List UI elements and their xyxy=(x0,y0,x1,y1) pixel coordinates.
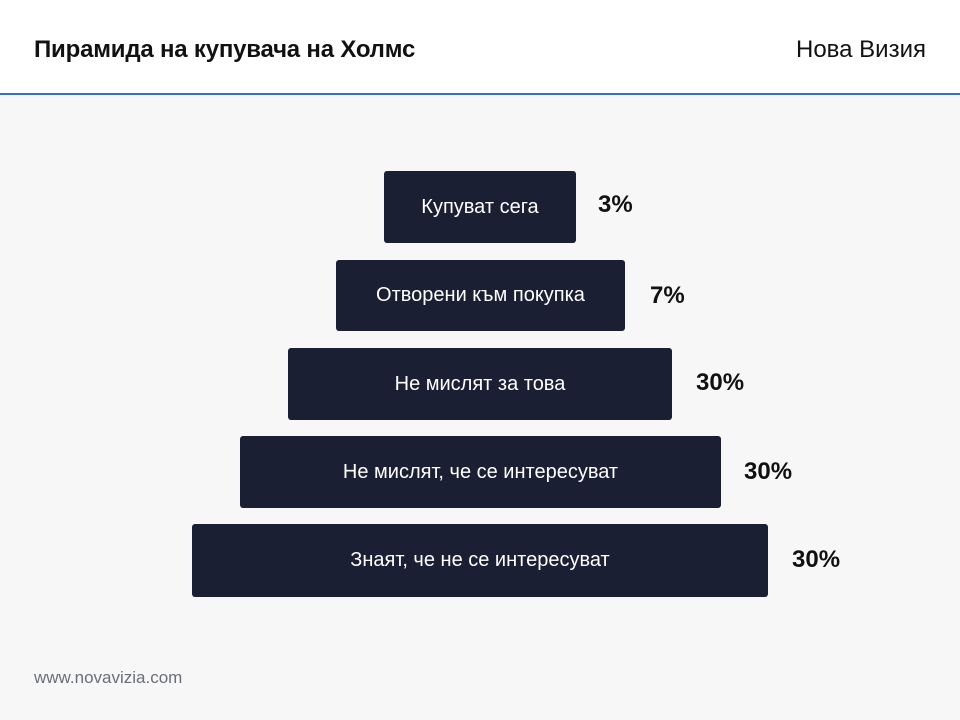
tier-bar: Не мислят за това xyxy=(288,348,672,420)
tier-percent: 7% xyxy=(650,282,685,309)
tier-label: Не мислят за това xyxy=(394,372,566,395)
tier-percent: 30% xyxy=(696,369,745,396)
header: Пирамида на купувача на Холмс Нова Визия xyxy=(0,0,960,95)
tier-percent: 30% xyxy=(744,458,793,485)
tier-label: Знаят, че не се интересуват xyxy=(350,549,610,571)
tier-bar: Не мислят, че се интересуват xyxy=(240,436,721,508)
brand-name: Нова Визия xyxy=(796,36,926,63)
page-title: Пирамида на купувача на Холмс xyxy=(34,36,416,63)
tier-label: Не мислят, че се интересуват xyxy=(342,460,619,483)
tier-label: Отворени към покупка xyxy=(376,284,585,306)
tier-percent: 30% xyxy=(792,546,841,573)
tier-percent: 3% xyxy=(598,191,633,218)
footer-url: www.novavizia.com xyxy=(34,668,183,687)
tier-bar: Знаят, че не се интересуват xyxy=(192,524,768,597)
tier-bar: Отворени към покупка xyxy=(336,260,625,331)
tier-bar: Купуват сега xyxy=(384,171,576,243)
tier-label: Купуват сега xyxy=(421,195,539,218)
